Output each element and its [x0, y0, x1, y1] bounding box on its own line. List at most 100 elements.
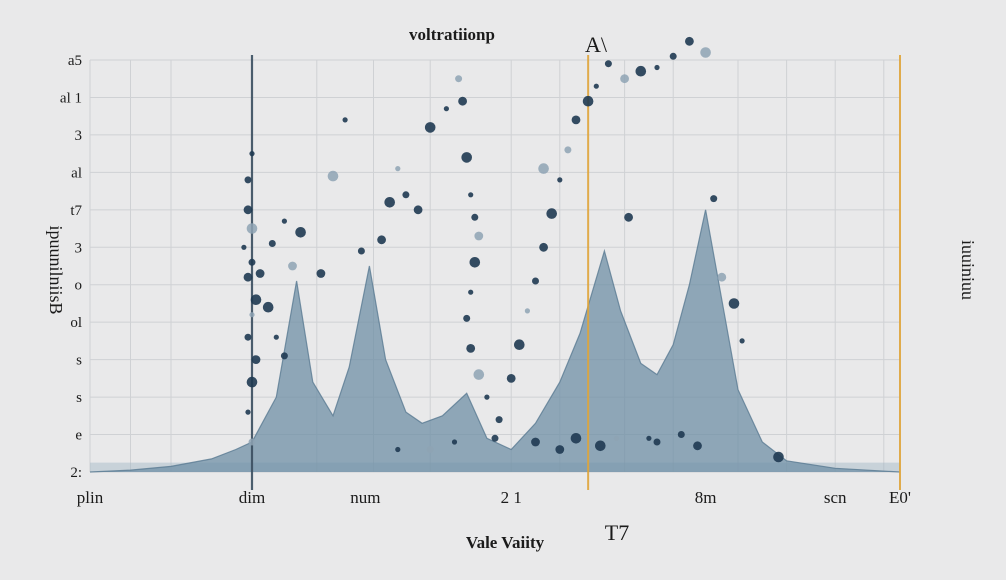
- right-axis-label: iuuiniuu: [958, 240, 978, 300]
- x-tick-label: num: [350, 488, 380, 507]
- y-tick-label: 2:: [70, 465, 82, 481]
- y-axis-label: ipuunilniisB: [46, 225, 66, 314]
- scatter-point: [539, 242, 548, 252]
- scatter-point: [245, 409, 251, 415]
- scatter-point: [377, 235, 386, 245]
- scatter-point: [468, 192, 474, 198]
- scatter-point: [474, 231, 484, 241]
- scatter-point: [463, 314, 471, 322]
- scatter-point: [538, 163, 549, 174]
- grid: [89, 59, 900, 473]
- scatter-point: [316, 269, 326, 278]
- tick-labels: plin dim num 2 1 8m scn E0' 2: e s s ol o 3 t7 al 3 al 1 a…: [60, 53, 911, 507]
- scatter-point: [246, 223, 258, 234]
- scatter-point: [244, 333, 252, 341]
- scatter-point: [251, 355, 261, 364]
- scatter-point: [635, 65, 647, 77]
- x-tick-label: scn: [824, 488, 847, 507]
- scatter-point: [241, 244, 247, 250]
- scatter-point: [248, 438, 256, 446]
- scatter-point: [455, 75, 463, 83]
- y-tick-label: a5: [68, 53, 82, 69]
- area-series: [89, 209, 901, 473]
- scatter-point: [249, 151, 255, 157]
- y-tick-label: s: [76, 390, 82, 406]
- scatter-point: [685, 36, 694, 46]
- scatter-point: [288, 261, 297, 271]
- scatter-point: [506, 374, 516, 383]
- scatter-point: [255, 269, 265, 278]
- scatter-point: [395, 446, 401, 453]
- scatter-point: [248, 258, 256, 266]
- scatter-point: [582, 95, 594, 107]
- scatter-point: [624, 212, 633, 222]
- x-tick-label: dim: [239, 488, 265, 507]
- scatter-point: [273, 334, 279, 340]
- x-axis-label: Vale Vaiity: [466, 533, 545, 552]
- scatter-point: [342, 117, 348, 123]
- y-tick-label: e: [75, 428, 82, 444]
- scatter-point: [426, 446, 434, 453]
- chart-title: voltratiionp: [409, 25, 495, 44]
- scatter-point: [710, 195, 718, 203]
- scatter-point: [468, 289, 474, 295]
- scatter-point: [250, 294, 262, 306]
- scatter-point: [466, 344, 476, 353]
- scatter-series: [241, 36, 784, 463]
- scatter-point: [413, 205, 423, 215]
- scatter-point: [424, 122, 436, 133]
- scatter-point: [555, 445, 565, 454]
- scatter-point: [653, 438, 661, 446]
- area-series-fill: [90, 209, 900, 473]
- scatter-point: [443, 106, 449, 112]
- scatter-point: [571, 115, 581, 125]
- scatter-point: [384, 197, 396, 208]
- scatter-point: [268, 240, 276, 247]
- scatter-point: [246, 376, 258, 388]
- scatter-point: [280, 352, 288, 360]
- scatter-point: [249, 312, 255, 318]
- scatter-point: [654, 64, 660, 71]
- scatter-point: [395, 166, 401, 172]
- scatter-point: [593, 83, 599, 89]
- y-tick-label: 3: [75, 240, 83, 256]
- scatter-point: [458, 96, 467, 106]
- y-tick-label: t7: [70, 203, 82, 219]
- scatter-point: [451, 439, 458, 445]
- scatter-point: [570, 433, 582, 444]
- y-tick-label: al 1: [60, 90, 82, 106]
- scatter-point: [491, 434, 499, 442]
- scatter-point: [495, 416, 503, 424]
- scatter-point: [557, 177, 563, 183]
- scatter-point: [546, 208, 557, 219]
- scatter-point: [243, 272, 253, 282]
- area-series-outline: [89, 209, 901, 473]
- scatter-point: [669, 52, 677, 60]
- scatter-point: [646, 435, 652, 441]
- scatter-point: [564, 146, 572, 154]
- scatter-point: [620, 74, 629, 84]
- scatter-point: [244, 176, 252, 184]
- scatter-point: [327, 170, 339, 182]
- scatter-point: [739, 338, 745, 344]
- scatter-point: [461, 152, 473, 163]
- y-tick-label: 3: [75, 128, 83, 144]
- scatter-point: [357, 247, 365, 255]
- scatter-point: [281, 218, 287, 224]
- scatter-point: [514, 339, 525, 351]
- x-tick-label: E0': [889, 488, 911, 507]
- corner-label: A\: [585, 32, 608, 57]
- y-tick-label: al: [71, 165, 82, 181]
- vertical-lines: [250, 55, 901, 490]
- y-tick-label: ol: [70, 315, 82, 331]
- scatter-point: [595, 440, 606, 452]
- y-tick-label: s: [76, 353, 82, 369]
- scatter-point: [469, 257, 481, 268]
- scatter-point: [717, 272, 727, 282]
- scatter-point: [773, 451, 784, 463]
- scatter-point: [700, 47, 711, 58]
- x-tick-label: plin: [77, 488, 104, 507]
- scatter-point: [613, 435, 620, 441]
